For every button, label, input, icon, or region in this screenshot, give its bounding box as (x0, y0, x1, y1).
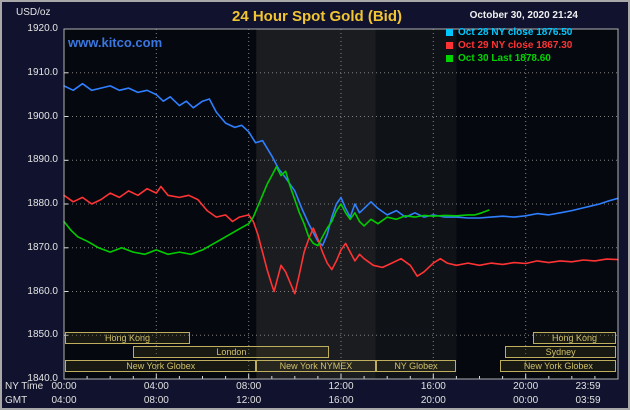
gmt-tick-label: 03:59 (575, 395, 601, 406)
session-new-york-nymex: New York NYMEX (256, 360, 376, 372)
session-london: London (133, 346, 330, 358)
chart-datetime: October 30, 2020 21:24 (469, 10, 578, 21)
session-ny-globex: NY Globex (375, 360, 457, 372)
ny-time-tick-label: 08:00 (236, 381, 262, 392)
ny-time-tick-label: 12:00 (328, 381, 354, 392)
session-new-york-globex: New York Globex (500, 360, 617, 372)
gmt-tick-label: 16:00 (328, 395, 354, 406)
ny-time-tick-label: 16:00 (420, 381, 446, 392)
ny-time-tick-label: 20:00 (513, 381, 539, 392)
y-tick-label: 1920.0 (27, 23, 58, 34)
gmt-tick-label: 12:00 (236, 395, 262, 406)
gmt-tick-label: 08:00 (143, 395, 169, 406)
units-label: USD/oz (16, 7, 51, 18)
session-hong-kong: Hong Kong (65, 332, 190, 344)
legend-label: Oct 28 NY close 1876.50 (458, 27, 573, 38)
ny-time-tick-label: 00:00 (51, 381, 77, 392)
y-tick-label: 1890.0 (27, 154, 58, 166)
y-tick-label: 1910.0 (27, 66, 58, 78)
legend-item-2: Oct 30 Last 1878.60 (446, 52, 572, 65)
legend-item-0: Oct 28 NY close 1876.50 (446, 26, 572, 39)
legend-label: Oct 29 NY close 1867.30 (458, 40, 573, 51)
ny-time-tick-label: 23:59 (575, 381, 601, 392)
legend: Oct 28 NY close 1876.50 Oct 29 NY close 1… (446, 26, 572, 65)
session-hong-kong: Hong Kong (532, 332, 617, 344)
kitco-watermark-link[interactable]: www.kitco.com (68, 35, 163, 50)
y-tick-label: 1900.0 (27, 110, 58, 122)
y-tick-label: 1860.0 (27, 285, 58, 297)
legend-swatch-icon (446, 42, 453, 49)
legend-swatch-icon (446, 29, 453, 36)
y-tick-label: 1870.0 (27, 241, 58, 253)
session-sydney: Sydney (504, 346, 617, 358)
gmt-label: GMT (5, 395, 28, 406)
gmt-tick-label: 20:00 (420, 395, 446, 406)
chart-title: 24 Hour Spot Gold (Bid) (232, 8, 402, 25)
ny-time-label: NY Time (5, 381, 44, 392)
legend-item-1: Oct 29 NY close 1867.30 (446, 39, 572, 52)
y-tick-label: 1850.0 (27, 329, 58, 341)
y-tick-label: 1840.0 (27, 373, 58, 384)
legend-label: Oct 30 Last 1878.60 (458, 53, 551, 64)
y-tick-label: 1880.0 (27, 198, 58, 209)
gmt-tick-label: 00:00 (513, 395, 539, 406)
session-new-york-globex: New York Globex (65, 360, 257, 372)
ny-time-tick-label: 04:00 (143, 381, 169, 392)
legend-swatch-icon (446, 55, 453, 62)
gmt-tick-label: 04:00 (51, 395, 77, 406)
